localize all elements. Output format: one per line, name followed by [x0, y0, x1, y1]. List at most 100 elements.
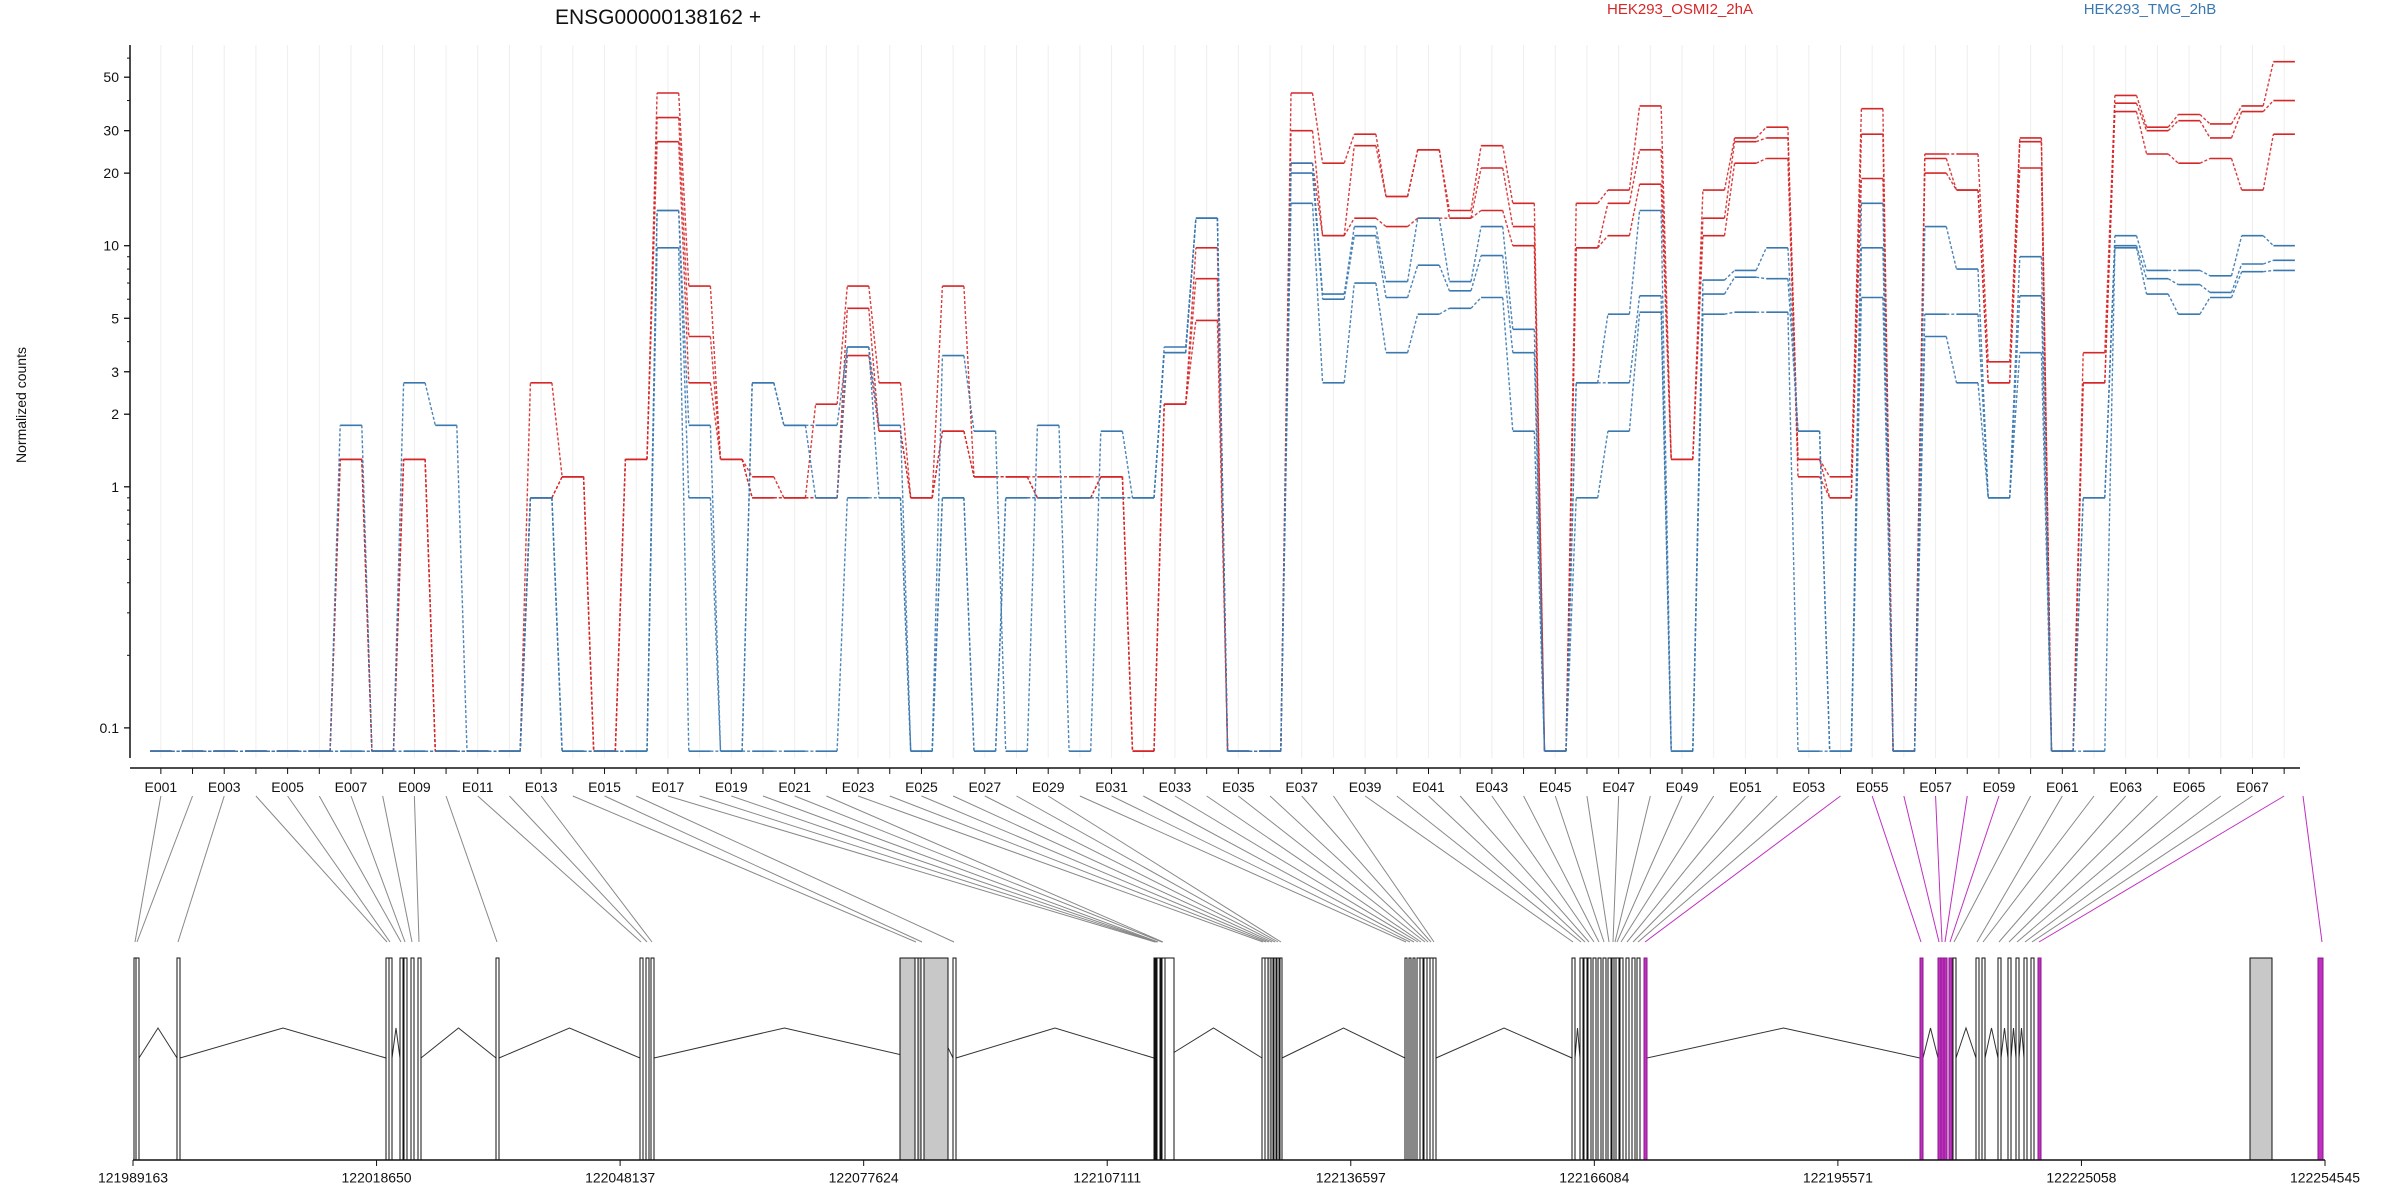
connector-line	[413, 795, 420, 943]
exon-box	[639, 957, 644, 1161]
exon-box	[1975, 957, 1980, 1161]
exon-box	[920, 957, 925, 1161]
x-tick-label: E037	[1285, 779, 1318, 795]
x-tick-label: E033	[1159, 779, 1192, 795]
exon-box	[1412, 957, 1416, 1161]
exon-box	[2030, 957, 2035, 1161]
x-tick-label: E011	[462, 779, 494, 795]
x-tick-label: E059	[1983, 779, 2016, 795]
connector-line	[1238, 795, 1426, 943]
exon-box	[399, 957, 404, 1161]
intron-line	[138, 1027, 178, 1059]
series-transition-line	[171, 111, 2275, 752]
connector-line	[762, 795, 1159, 943]
connector-line	[1612, 795, 1620, 943]
x-tick-label: E017	[652, 779, 685, 795]
x-tick-label: E023	[842, 779, 875, 795]
y-tick-label: 1	[111, 479, 119, 495]
exon-box	[1592, 957, 1597, 1161]
exon-box	[1615, 957, 1620, 1161]
connector-line	[1632, 795, 1778, 943]
x-tick-label: E049	[1666, 779, 1699, 795]
connector-line	[2302, 795, 2323, 943]
connector-line	[1396, 795, 1582, 943]
series-layer	[150, 60, 2295, 752]
exon-box	[1419, 957, 1424, 1161]
x-tick-label: E043	[1476, 779, 1509, 795]
genomic-tick-label: 122136597	[1316, 1169, 1386, 1185]
connector-line	[540, 795, 653, 943]
series-transition-line	[171, 203, 2274, 752]
genomic-tick-label: 122225058	[2046, 1169, 2116, 1185]
y-tick-label: 3	[111, 364, 119, 380]
series-exon-level	[150, 162, 2295, 752]
exon-box	[2317, 957, 2324, 1161]
connector-line	[1871, 795, 1922, 943]
y-tick-label: 50	[103, 69, 119, 85]
x-tick-label: E001	[144, 779, 177, 795]
y-tick-label: 10	[103, 238, 119, 254]
exon-box	[1602, 957, 1607, 1161]
exon-box	[952, 957, 957, 1161]
exon-box	[417, 957, 422, 1161]
connector-line	[667, 795, 1156, 943]
x-tick-label: E057	[1919, 779, 1952, 795]
exon-box	[1981, 957, 1986, 1161]
connector-line	[255, 795, 388, 943]
connector-line	[445, 795, 498, 943]
connector-line	[731, 795, 1158, 943]
exon-box	[914, 957, 919, 1161]
series-exon-level	[150, 60, 2295, 752]
connector-line	[287, 795, 391, 943]
connector-line	[1333, 795, 1435, 943]
y-axis: 0.1 1 2 3 5 10 20 30 50	[100, 45, 131, 758]
exon-box	[1919, 957, 1924, 1161]
exon-box	[1619, 957, 1624, 1161]
exon-box	[495, 957, 500, 1161]
y-tick-label: 0.1	[100, 720, 120, 736]
x-tick-label: E053	[1792, 779, 1825, 795]
x-tick-label: E051	[1729, 779, 1762, 795]
exon-block	[2249, 957, 2273, 1161]
series-HEK293_OSMI2_2hA	[150, 110, 2295, 752]
connector-line	[1953, 795, 2032, 943]
connector-line	[984, 795, 1276, 943]
x-tick-label: E013	[525, 779, 558, 795]
series-transition-line	[171, 163, 2274, 752]
x-tick-label: E065	[2173, 779, 2206, 795]
connector-line	[1523, 795, 1600, 943]
series-exon-level	[150, 172, 2295, 752]
connector-line	[2038, 795, 2285, 943]
legend: HEK293_OSMI2_2hA HEK293_TMG_2hB	[1607, 1, 2216, 18]
genomic-tick-label: 122107111	[1073, 1169, 1141, 1185]
y-tick-label: 5	[111, 310, 119, 326]
x-tick-label: E039	[1349, 779, 1382, 795]
connector-line	[1143, 795, 1415, 943]
exon-connector-lines	[134, 795, 2323, 943]
series-HEK293_TMG_2hB	[150, 202, 2295, 752]
intron-line	[1984, 1027, 1999, 1059]
genomic-tick-label: 122166084	[1559, 1169, 1629, 1185]
intron-line	[955, 1027, 1155, 1059]
connector-line	[382, 795, 413, 943]
exon-box	[1636, 957, 1641, 1161]
y-tick-label: 2	[111, 406, 119, 422]
connector-line	[1620, 795, 1715, 943]
x-tick-label: E047	[1602, 779, 1635, 795]
y-tick-label: 30	[103, 123, 119, 139]
connector-line	[1047, 795, 1282, 943]
connector-line	[318, 795, 402, 943]
connector-line	[1301, 795, 1432, 943]
x-tick-label: E027	[968, 779, 1001, 795]
exon-box	[2015, 957, 2020, 1161]
genomic-tick-label: 121989163	[98, 1169, 168, 1185]
connector-line	[1614, 795, 1651, 943]
connector-line	[1459, 795, 1590, 943]
connector-line	[177, 795, 225, 943]
exon-box	[1583, 957, 1588, 1161]
connector-line	[921, 795, 1270, 943]
intron-line	[1955, 1026, 1977, 1059]
connector-line	[1364, 795, 1574, 943]
connector-line	[2008, 795, 2158, 943]
connector-line	[1982, 795, 2095, 943]
